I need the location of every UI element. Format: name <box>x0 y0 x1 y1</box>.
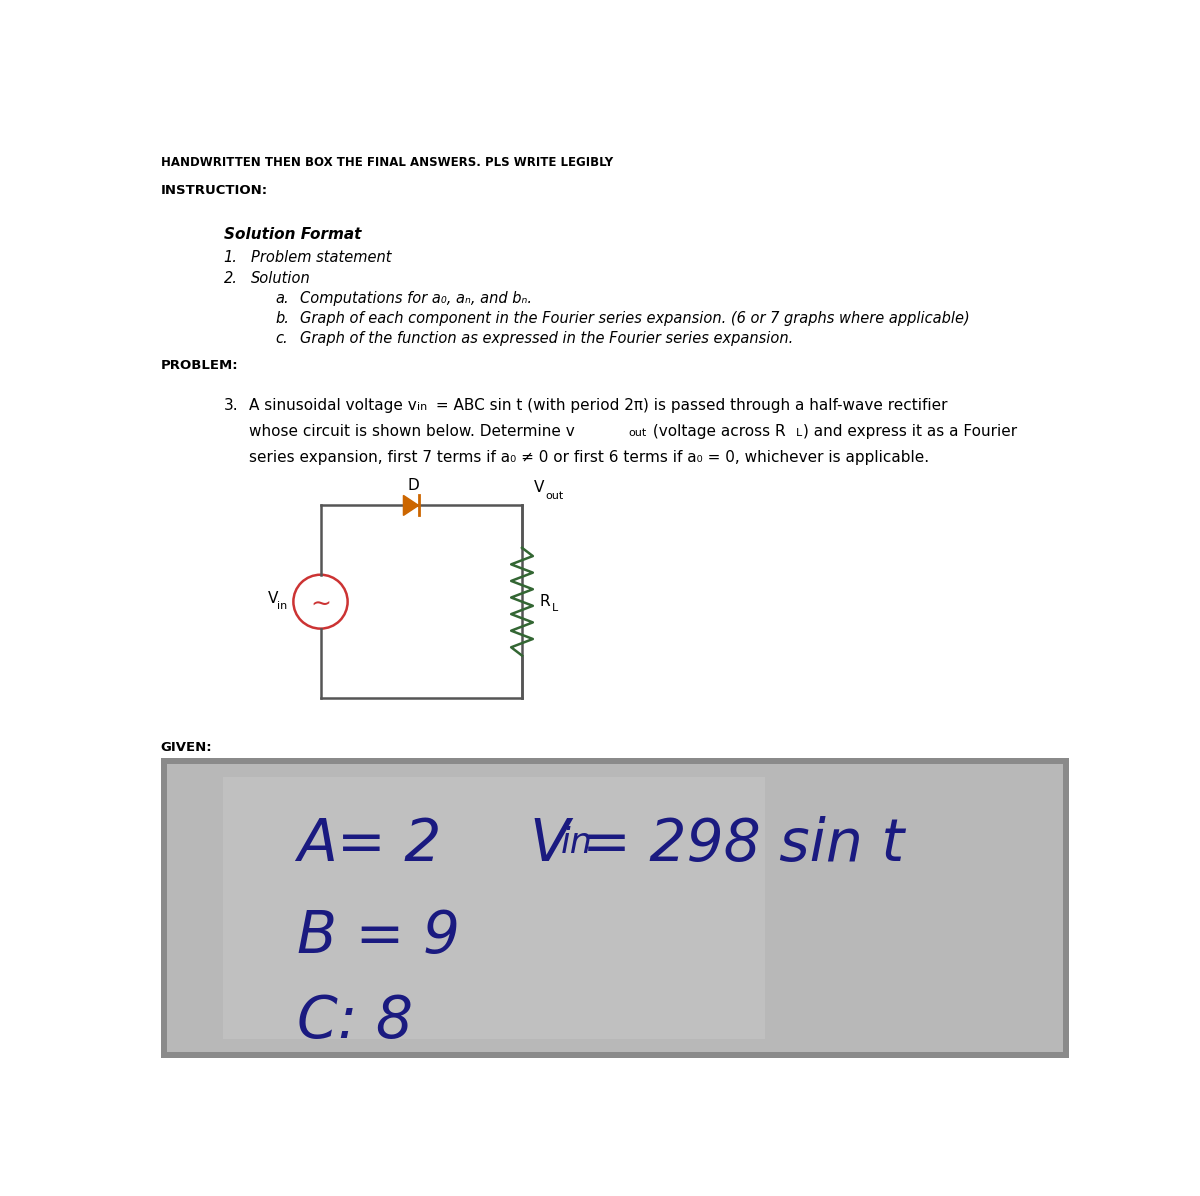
Bar <box>161 758 1069 1058</box>
Text: c.: c. <box>276 331 288 347</box>
Text: D: D <box>408 478 419 493</box>
Polygon shape <box>403 495 419 515</box>
Text: V: V <box>534 480 544 495</box>
Text: Problem statement: Problem statement <box>251 250 391 264</box>
Text: L: L <box>796 428 802 439</box>
Text: GIVEN:: GIVEN: <box>161 742 212 753</box>
Text: = 298 sin t: = 298 sin t <box>582 816 905 873</box>
Text: ) and express it as a Fourier: ) and express it as a Fourier <box>803 423 1018 439</box>
Text: V: V <box>268 591 278 606</box>
Text: A sinusoidal voltage v: A sinusoidal voltage v <box>250 397 416 413</box>
Text: out: out <box>545 490 564 501</box>
Bar <box>223 777 766 1039</box>
Text: B = 9: B = 9 <box>298 908 461 965</box>
Text: Solution Format: Solution Format <box>223 227 361 242</box>
Text: in: in <box>277 602 287 611</box>
Text: PROBLEM:: PROBLEM: <box>161 359 239 372</box>
Text: Computations for a₀, aₙ, and bₙ.: Computations for a₀, aₙ, and bₙ. <box>300 292 532 306</box>
Text: b.: b. <box>276 311 289 327</box>
Text: a.: a. <box>276 292 289 306</box>
Text: A= 2: A= 2 <box>298 816 442 873</box>
Text: out: out <box>628 428 647 439</box>
Text: Graph of the function as expressed in the Fourier series expansion.: Graph of the function as expressed in th… <box>300 331 793 347</box>
Text: INSTRUCTION:: INSTRUCTION: <box>161 183 268 196</box>
Bar <box>167 764 1063 1052</box>
Text: 3.: 3. <box>223 397 239 413</box>
Text: whose circuit is shown below. Determine v: whose circuit is shown below. Determine … <box>250 423 575 439</box>
Text: series expansion, first 7 terms if a₀ ≠ 0 or first 6 terms if a₀ = 0, whichever : series expansion, first 7 terms if a₀ ≠ … <box>250 450 929 465</box>
Text: C: 8: C: 8 <box>298 993 413 1050</box>
Text: (voltage across R: (voltage across R <box>648 423 786 439</box>
Text: = ABC sin t (with period 2π) is passed through a half-wave rectifier: = ABC sin t (with period 2π) is passed t… <box>431 397 948 413</box>
Text: 2.: 2. <box>223 270 238 286</box>
Text: Solution: Solution <box>251 270 311 286</box>
Text: V: V <box>529 816 570 873</box>
Text: HANDWRITTEN THEN BOX THE FINAL ANSWERS. PLS WRITE LEGIBLY: HANDWRITTEN THEN BOX THE FINAL ANSWERS. … <box>161 155 613 169</box>
Text: in: in <box>560 825 593 860</box>
Text: ∼: ∼ <box>310 593 331 617</box>
Text: R: R <box>539 594 550 609</box>
Text: Graph of each component in the Fourier series expansion. (6 or 7 graphs where ap: Graph of each component in the Fourier s… <box>300 311 970 327</box>
Text: 1.: 1. <box>223 250 238 264</box>
Text: in: in <box>418 402 427 413</box>
Text: L: L <box>552 603 558 612</box>
